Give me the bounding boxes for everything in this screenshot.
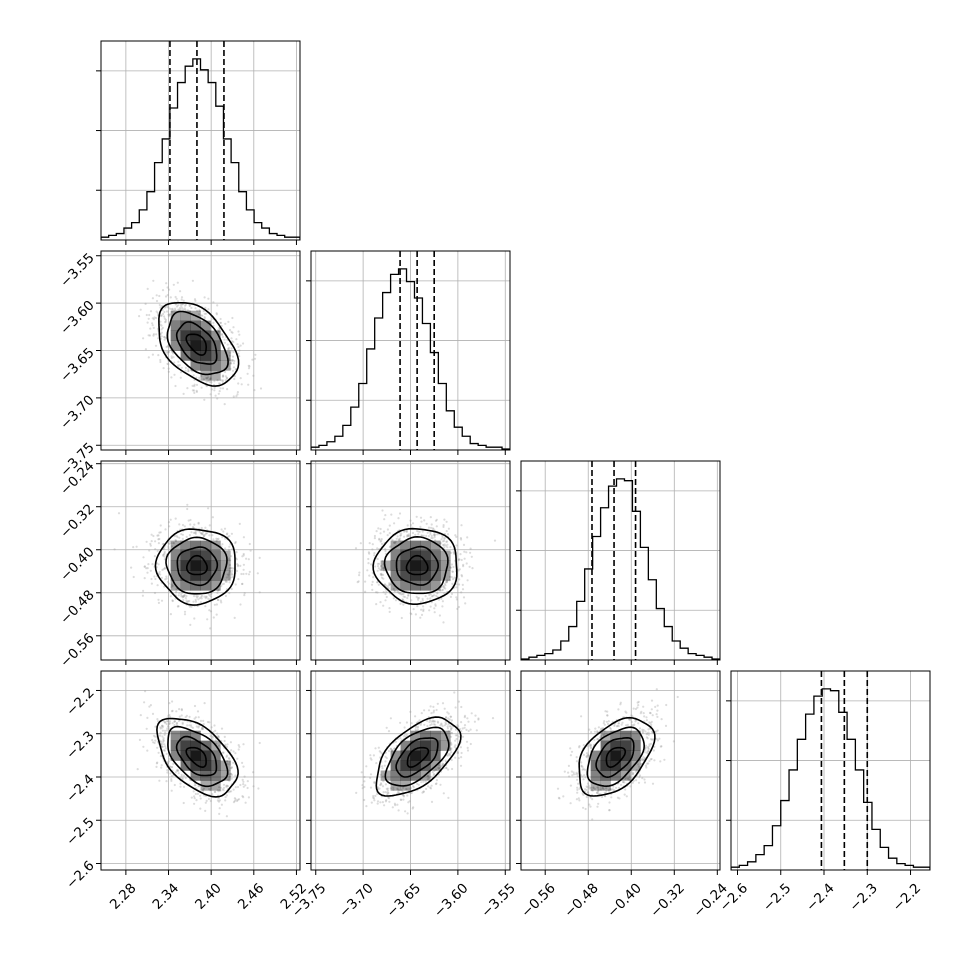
y-tick-label: −0.56 — [57, 630, 98, 671]
contour-line — [156, 717, 239, 798]
x-tick-label: −0.40 — [604, 880, 645, 921]
x-tick-label: 2.40 — [192, 880, 225, 913]
panel-frame — [310, 460, 511, 661]
x-tick-label: −0.32 — [647, 880, 688, 921]
y-tick-label: −0.32 — [57, 501, 98, 542]
contour-line — [166, 310, 229, 376]
scatter-panel-2-0: −0.56−0.48−0.40−0.32−0.24 — [57, 458, 301, 671]
y-tick-label: −3.55 — [57, 250, 98, 291]
y-tick-label: −2.3 — [63, 728, 97, 762]
scatter-points — [355, 691, 495, 815]
contour-line — [176, 546, 219, 587]
panel-frame — [520, 460, 721, 661]
x-tick-label: −0.56 — [518, 880, 559, 921]
panel-frame — [310, 250, 511, 451]
panel-frame — [100, 40, 301, 241]
contour-line — [586, 726, 646, 788]
panel-frame — [100, 460, 301, 661]
contour-line — [154, 528, 236, 606]
histogram-step — [521, 478, 720, 660]
contour-line — [186, 554, 208, 576]
contour-line — [395, 737, 439, 778]
histogram-step — [311, 268, 510, 450]
contour-line — [375, 716, 462, 797]
y-tick-label: −2.4 — [63, 771, 97, 805]
y-tick-label: −2.2 — [63, 685, 97, 719]
y-tick-label: −0.40 — [57, 544, 98, 585]
contour-line — [185, 333, 207, 356]
contour-line — [165, 536, 228, 595]
x-tick-label: 2.28 — [107, 880, 140, 913]
histogram-panel-3: −2.6 −2.5 −2.4 −2.3 −2.2 — [717, 670, 931, 915]
histogram-step — [731, 688, 930, 870]
x-tick-label: −3.70 — [336, 880, 377, 921]
contour-line — [605, 746, 627, 769]
contour-line — [395, 545, 440, 586]
y-tick-label: −3.60 — [57, 297, 98, 338]
x-tick-label: 2.46 — [235, 880, 268, 913]
scatter-panel-2-1 — [306, 460, 511, 665]
panel-frame — [310, 670, 511, 871]
x-tick-label: −0.48 — [561, 880, 602, 921]
contour-line — [595, 736, 635, 779]
scatter-panel-3-1: −3.75 −3.70 −3.65 −3.60 −3.55 — [289, 670, 519, 921]
contour-line — [372, 527, 458, 605]
contour-line — [384, 726, 450, 787]
panel-frame — [520, 670, 721, 871]
histogram-panel-0 — [96, 40, 301, 245]
contour-line — [578, 716, 656, 797]
contour-line — [158, 302, 240, 387]
histogram-panel-1 — [306, 250, 511, 455]
scatter-panel-3-0: −2.6−2.5−2.4−2.3−2.22.28 2.34 2.40 2.46 2.52 — [63, 670, 310, 913]
y-tick-label: −2.6 — [63, 858, 97, 892]
scatter-panel-1-0: −3.75−3.70−3.65−3.60−3.55 — [57, 250, 301, 480]
y-tick-label: −3.70 — [57, 392, 98, 433]
x-tick-label: −2.4 — [803, 880, 837, 914]
histogram-panel-2 — [516, 460, 721, 665]
scatter-points — [354, 509, 497, 624]
panel-frame — [730, 670, 931, 871]
y-tick-label: −0.48 — [57, 587, 98, 628]
x-tick-label: −3.65 — [384, 880, 425, 921]
x-tick-label: −2.5 — [760, 880, 794, 914]
contour-line — [405, 554, 429, 576]
y-tick-label: −3.65 — [57, 345, 98, 386]
x-tick-label: −3.55 — [478, 880, 519, 921]
scatter-points — [138, 279, 263, 406]
x-tick-label: 2.34 — [150, 880, 183, 913]
contour-line — [175, 735, 218, 777]
contour-line — [406, 746, 430, 768]
y-tick-label: −2.5 — [63, 815, 97, 849]
x-tick-label: −2.3 — [846, 880, 880, 914]
contour-line — [185, 746, 207, 769]
panel-frame — [100, 670, 301, 871]
scatter-panel-3-2: −0.56 −0.48 −0.40 −0.32 −0.24 — [516, 670, 731, 921]
histogram-step — [101, 58, 300, 240]
contour-line — [383, 535, 449, 595]
contour-line — [175, 321, 218, 365]
x-tick-label: −2.2 — [890, 880, 924, 914]
panel-frame — [100, 250, 301, 451]
x-tick-label: −3.60 — [431, 880, 472, 921]
contour-line — [167, 725, 229, 788]
